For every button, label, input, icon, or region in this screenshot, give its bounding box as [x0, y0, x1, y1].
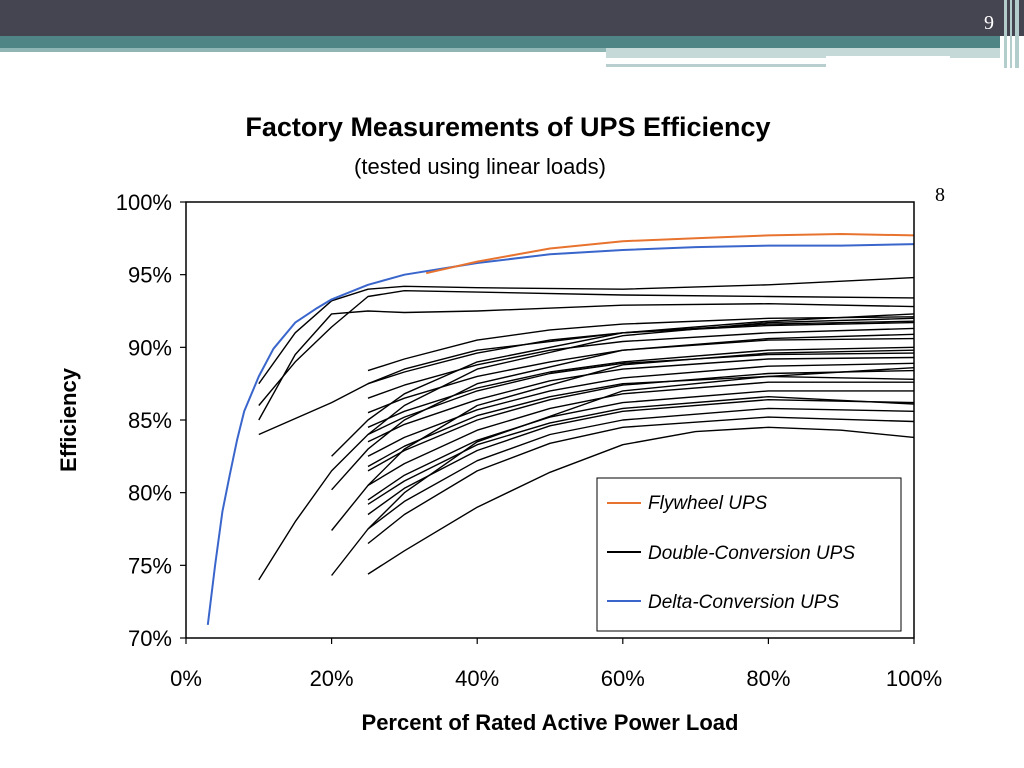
x-tick-label: 20% — [310, 666, 354, 691]
page-marker: 8 — [935, 184, 945, 206]
series-line-double-conversion — [367, 362, 915, 457]
series-line-double-conversion — [367, 356, 915, 443]
legend-label-flywheel: Flywheel UPS — [648, 493, 768, 514]
series-line-double-conversion — [367, 327, 915, 399]
x-tick-label: 0% — [170, 666, 202, 691]
series-line-double-conversion — [258, 290, 915, 406]
y-axis-label: Efficiency — [56, 367, 81, 472]
legend-label-delta-conversion: Delta-Conversion UPS — [648, 592, 839, 613]
series-line-delta-conversion — [206, 243, 915, 626]
series-line-double-conversion — [367, 352, 915, 436]
slide-header-vertical-bar — [1015, 0, 1019, 68]
series-line-double-conversion — [367, 407, 915, 530]
slide-header-vertical-bar — [1010, 0, 1012, 68]
slide-header-stripe — [0, 48, 606, 52]
x-tick-label: 100% — [886, 666, 942, 691]
x-tick-label: 80% — [746, 666, 790, 691]
series-line-double-conversion — [258, 317, 915, 581]
series-line-double-conversion — [367, 375, 915, 468]
legend-label-double-conversion: Double-Conversion UPS — [648, 543, 855, 564]
y-tick-label: 70% — [128, 626, 172, 651]
series-line-double-conversion — [367, 369, 915, 472]
y-tick-label: 75% — [128, 553, 172, 578]
series-line-flywheel — [425, 233, 915, 275]
slide-number: 9 — [984, 12, 994, 34]
series-line-double-conversion — [367, 316, 915, 372]
slide-header-band — [0, 36, 1000, 48]
slide-header-accent-line — [826, 56, 950, 58]
series-line-double-conversion — [258, 320, 915, 436]
series-line-double-conversion — [367, 416, 915, 545]
series-line-double-conversion — [331, 337, 915, 491]
series-line-double-conversion — [331, 313, 915, 457]
y-tick-label: 95% — [128, 263, 172, 288]
y-tick-label: 85% — [128, 408, 172, 433]
series-line-double-conversion — [367, 426, 915, 575]
chart-title: Factory Measurements of UPS Efficiency — [245, 112, 770, 142]
y-tick-label: 80% — [128, 481, 172, 506]
series-line-double-conversion — [258, 303, 915, 421]
series-line-double-conversion — [367, 390, 914, 501]
x-tick-label: 60% — [601, 666, 645, 691]
y-tick-label: 90% — [128, 335, 172, 360]
legend-box — [596, 477, 902, 632]
series-line-double-conversion — [367, 346, 915, 428]
series-line-double-conversion — [367, 321, 915, 385]
slide-header-bar — [0, 0, 1024, 36]
slide-header-vertical-bar — [1004, 0, 1007, 68]
series-line-double-conversion — [367, 396, 915, 505]
chart-legend: Flywheel UPS Double-Conversion UPS Delta… — [596, 477, 902, 632]
series-line-double-conversion — [258, 276, 915, 385]
chart-subtitle: (tested using linear loads) — [354, 154, 606, 179]
slide-header-underline — [606, 64, 826, 67]
tick-layer: 0% 20% 40% 60% 80% 100% 100% 95% 90% 85% 80% 75% 70% — [116, 190, 942, 691]
series-line-double-conversion — [367, 333, 915, 414]
y-tick-label: 100% — [116, 190, 172, 215]
slide-header-stripe-right — [606, 48, 1000, 58]
series-layer — [206, 233, 915, 626]
x-axis-label: Percent of Rated Active Power Load — [362, 710, 739, 735]
series-line-double-conversion — [367, 399, 915, 516]
series-line-double-conversion — [367, 381, 914, 487]
x-tick-label: 40% — [455, 666, 499, 691]
